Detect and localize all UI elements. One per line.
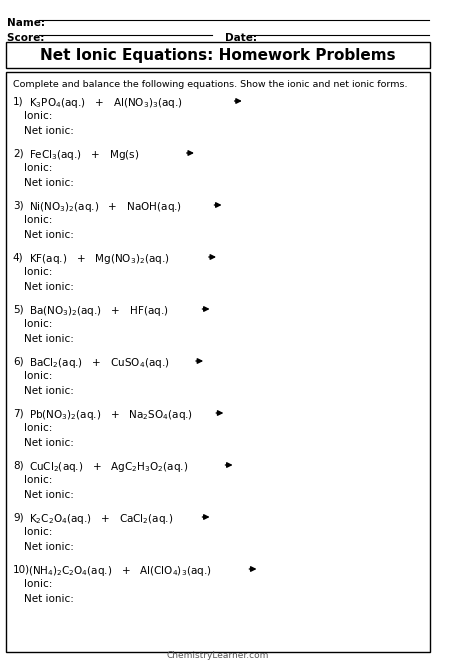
Text: Ionic:: Ionic: <box>24 579 52 589</box>
Text: Net Ionic Equations: Homework Problems: Net Ionic Equations: Homework Problems <box>40 48 396 62</box>
Text: FeCl$_3$(aq.)   +   Mg(s): FeCl$_3$(aq.) + Mg(s) <box>29 148 140 162</box>
FancyBboxPatch shape <box>6 42 430 68</box>
Text: Ionic:: Ionic: <box>24 215 52 225</box>
Text: Net ionic:: Net ionic: <box>24 438 74 448</box>
Text: Ni(NO$_3$)$_2$(aq.)   +   NaOH(aq.): Ni(NO$_3$)$_2$(aq.) + NaOH(aq.) <box>29 200 182 214</box>
Text: 4): 4) <box>13 252 24 262</box>
Text: Ba(NO$_3$)$_2$(aq.)   +   HF(aq.): Ba(NO$_3$)$_2$(aq.) + HF(aq.) <box>29 304 169 318</box>
Text: Net ionic:: Net ionic: <box>24 386 74 396</box>
Text: Ionic:: Ionic: <box>24 423 52 433</box>
Text: 3): 3) <box>13 200 24 210</box>
Text: Ionic:: Ionic: <box>24 163 52 173</box>
Text: 8): 8) <box>13 460 24 470</box>
Text: Date:: Date: <box>225 33 261 43</box>
Text: Score:: Score: <box>8 33 48 43</box>
Text: CuCl$_2$(aq.)   +   AgC$_2$H$_3$O$_2$(aq.): CuCl$_2$(aq.) + AgC$_2$H$_3$O$_2$(aq.) <box>29 460 189 474</box>
Text: Complete and balance the following equations. Show the ionic and net ionic forms: Complete and balance the following equat… <box>13 80 407 89</box>
Text: Net ionic:: Net ionic: <box>24 178 74 188</box>
Text: Pb(NO$_3$)$_2$(aq.)   +   Na$_2$SO$_4$(aq.): Pb(NO$_3$)$_2$(aq.) + Na$_2$SO$_4$(aq.) <box>29 408 193 422</box>
Text: Ionic:: Ionic: <box>24 371 52 381</box>
Text: ChemistryLearner.com: ChemistryLearner.com <box>167 651 269 660</box>
Text: Name:: Name: <box>8 18 49 28</box>
Text: 9): 9) <box>13 512 24 522</box>
Text: BaCl$_2$(aq.)   +   CuSO$_4$(aq.): BaCl$_2$(aq.) + CuSO$_4$(aq.) <box>29 356 170 370</box>
Text: Ionic:: Ionic: <box>24 527 52 537</box>
Text: Net ionic:: Net ionic: <box>24 126 74 136</box>
Text: Net ionic:: Net ionic: <box>24 594 74 604</box>
Text: Net ionic:: Net ionic: <box>24 230 74 240</box>
Text: Ionic:: Ionic: <box>24 475 52 485</box>
Text: Ionic:: Ionic: <box>24 111 52 121</box>
Text: Net ionic:: Net ionic: <box>24 334 74 344</box>
Text: K$_3$PO$_4$(aq.)   +   Al(NO$_3$)$_3$(aq.): K$_3$PO$_4$(aq.) + Al(NO$_3$)$_3$(aq.) <box>29 96 183 110</box>
Text: Net ionic:: Net ionic: <box>24 542 74 552</box>
Text: 7): 7) <box>13 408 24 418</box>
Text: 6): 6) <box>13 356 24 366</box>
Text: 2): 2) <box>13 148 24 158</box>
Text: 1): 1) <box>13 96 24 106</box>
Text: Net ionic:: Net ionic: <box>24 490 74 500</box>
Text: Net ionic:: Net ionic: <box>24 282 74 292</box>
FancyBboxPatch shape <box>6 72 430 652</box>
Text: Ionic:: Ionic: <box>24 267 52 277</box>
Text: (NH$_4$)$_2$C$_2$O$_4$(aq.)   +   Al(ClO$_4$)$_3$(aq.): (NH$_4$)$_2$C$_2$O$_4$(aq.) + Al(ClO$_4$… <box>27 564 211 578</box>
Text: 10): 10) <box>13 564 30 574</box>
Text: K$_2$C$_2$O$_4$(aq.)   +   CaCl$_2$(aq.): K$_2$C$_2$O$_4$(aq.) + CaCl$_2$(aq.) <box>29 512 173 526</box>
Text: KF(aq.)   +   Mg(NO$_3$)$_2$(aq.): KF(aq.) + Mg(NO$_3$)$_2$(aq.) <box>29 252 170 266</box>
Text: 5): 5) <box>13 304 24 314</box>
Text: Ionic:: Ionic: <box>24 319 52 329</box>
